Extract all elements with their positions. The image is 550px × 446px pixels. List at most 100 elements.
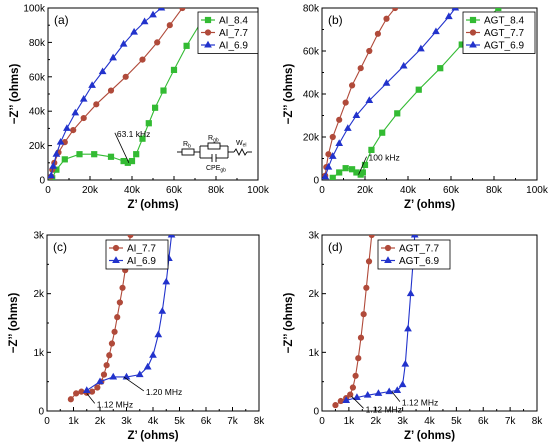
data-point: [406, 289, 415, 297]
legend-marker: [469, 16, 477, 24]
data-point: [162, 277, 171, 285]
data-point: [49, 162, 58, 169]
data-point: [61, 156, 68, 163]
x-tick-label: 100k: [526, 185, 549, 196]
data-point: [154, 39, 161, 46]
y-tick-label: 60k: [29, 72, 46, 83]
y-axis-label: −Z’’ (ohms): [8, 293, 20, 354]
data-point: [79, 94, 88, 102]
data-point: [183, 42, 190, 49]
x-tick-label: 100k: [247, 185, 270, 196]
y-axis-label: −Z’’ (ohms): [9, 64, 21, 125]
legend-marker: [384, 256, 392, 263]
data-point: [444, 12, 453, 20]
data-point: [336, 169, 343, 176]
data-point: [374, 389, 383, 396]
data-point: [109, 372, 118, 380]
y-tick-label: 2k: [33, 289, 45, 300]
series-line: [332, 8, 499, 179]
frequency-annotation: 63.1 kHz: [117, 129, 151, 139]
data-point: [410, 235, 419, 238]
legend-label: AI_7.7: [127, 244, 156, 255]
x-tick-label: 5k: [451, 416, 463, 427]
data-point: [324, 162, 333, 170]
y-tick-label: 0: [39, 176, 45, 187]
data-point: [335, 139, 344, 146]
data-point: [67, 396, 74, 403]
data-point: [337, 397, 344, 405]
annotation-arrow: [86, 393, 96, 404]
data-point: [360, 311, 367, 318]
data-point: [108, 340, 116, 347]
data-point: [107, 153, 115, 160]
data-point: [353, 393, 361, 401]
data-point: [133, 151, 140, 158]
data-point: [352, 372, 359, 379]
data-point: [437, 65, 444, 72]
x-tick-label: 80k: [208, 185, 225, 196]
data-point: [417, 44, 425, 52]
frequency-annotation: 1.20 MHz: [146, 387, 182, 397]
legend-marker: [204, 29, 212, 36]
data-point: [149, 351, 157, 358]
legend-label: AGT_6.9: [484, 41, 524, 52]
data-point: [93, 101, 100, 108]
x-tick-label: 0: [319, 185, 325, 196]
x-tick-label: 8k: [254, 416, 266, 427]
data-point: [383, 15, 390, 22]
data-point: [127, 235, 134, 239]
data-point: [398, 380, 407, 388]
x-axis-label: Z’ (ohms): [127, 430, 178, 442]
data-point: [78, 388, 85, 395]
data-point: [107, 87, 115, 94]
x-axis-label: Z’ (ohms): [404, 430, 455, 442]
data-point: [495, 8, 502, 12]
x-tick-label: 4k: [424, 416, 436, 427]
data-point: [128, 157, 136, 165]
data-point: [88, 388, 96, 395]
data-point: [154, 330, 163, 338]
data-point: [139, 56, 146, 63]
data-point: [325, 151, 332, 158]
data-point: [70, 127, 77, 134]
legend-marker: [204, 16, 212, 24]
data-point: [160, 87, 167, 94]
panel-3: 0 1k 2k 3k 4k 5k 6k 7k 8k 0 1k 2k 3k Z’ (ohms) −Z’’ (o…: [8, 231, 265, 443]
annotation-arrow: [123, 376, 145, 392]
legend-label: AI_8.4: [219, 16, 248, 27]
legend-label: AGT_7.7: [484, 28, 524, 39]
panel-1: 0 20k 40k 60k 80k 100k 0 20k 40k 60k 80k 100k Z’ (oh…: [9, 4, 270, 212]
data-point: [401, 359, 410, 367]
data-point: [365, 258, 373, 265]
data-point: [170, 66, 178, 74]
data-point: [135, 370, 144, 378]
data-point: [109, 53, 117, 61]
y-tick-label: 80k: [303, 4, 320, 15]
data-point: [393, 386, 402, 393]
data-point: [329, 133, 336, 141]
data-point: [392, 8, 399, 12]
x-tick-label: 1k: [344, 416, 356, 427]
panel-label: (a): [54, 13, 69, 27]
plot-area: [332, 235, 419, 409]
data-point: [48, 171, 56, 179]
data-point: [361, 161, 369, 169]
data-point: [357, 65, 364, 72]
data-point: [385, 387, 394, 395]
y-tick-label: 0: [313, 176, 319, 187]
data-point: [100, 371, 108, 378]
data-point: [106, 352, 113, 359]
data-point: [349, 384, 357, 391]
panel-label: (d): [328, 240, 343, 254]
legend-label: AGT_8.4: [484, 16, 524, 27]
data-point: [152, 104, 159, 111]
data-point: [329, 174, 336, 180]
panel-label: (c): [53, 240, 67, 254]
y-axis-label: −Z’’ (ohms): [283, 64, 295, 125]
data-point: [122, 73, 129, 80]
y-tick-label: 100k: [23, 4, 46, 15]
data-point: [451, 8, 460, 11]
x-tick-label: 60k: [443, 185, 460, 196]
data-point: [71, 108, 80, 116]
y-axis-label: −Z’’ (ohms): [283, 293, 295, 354]
